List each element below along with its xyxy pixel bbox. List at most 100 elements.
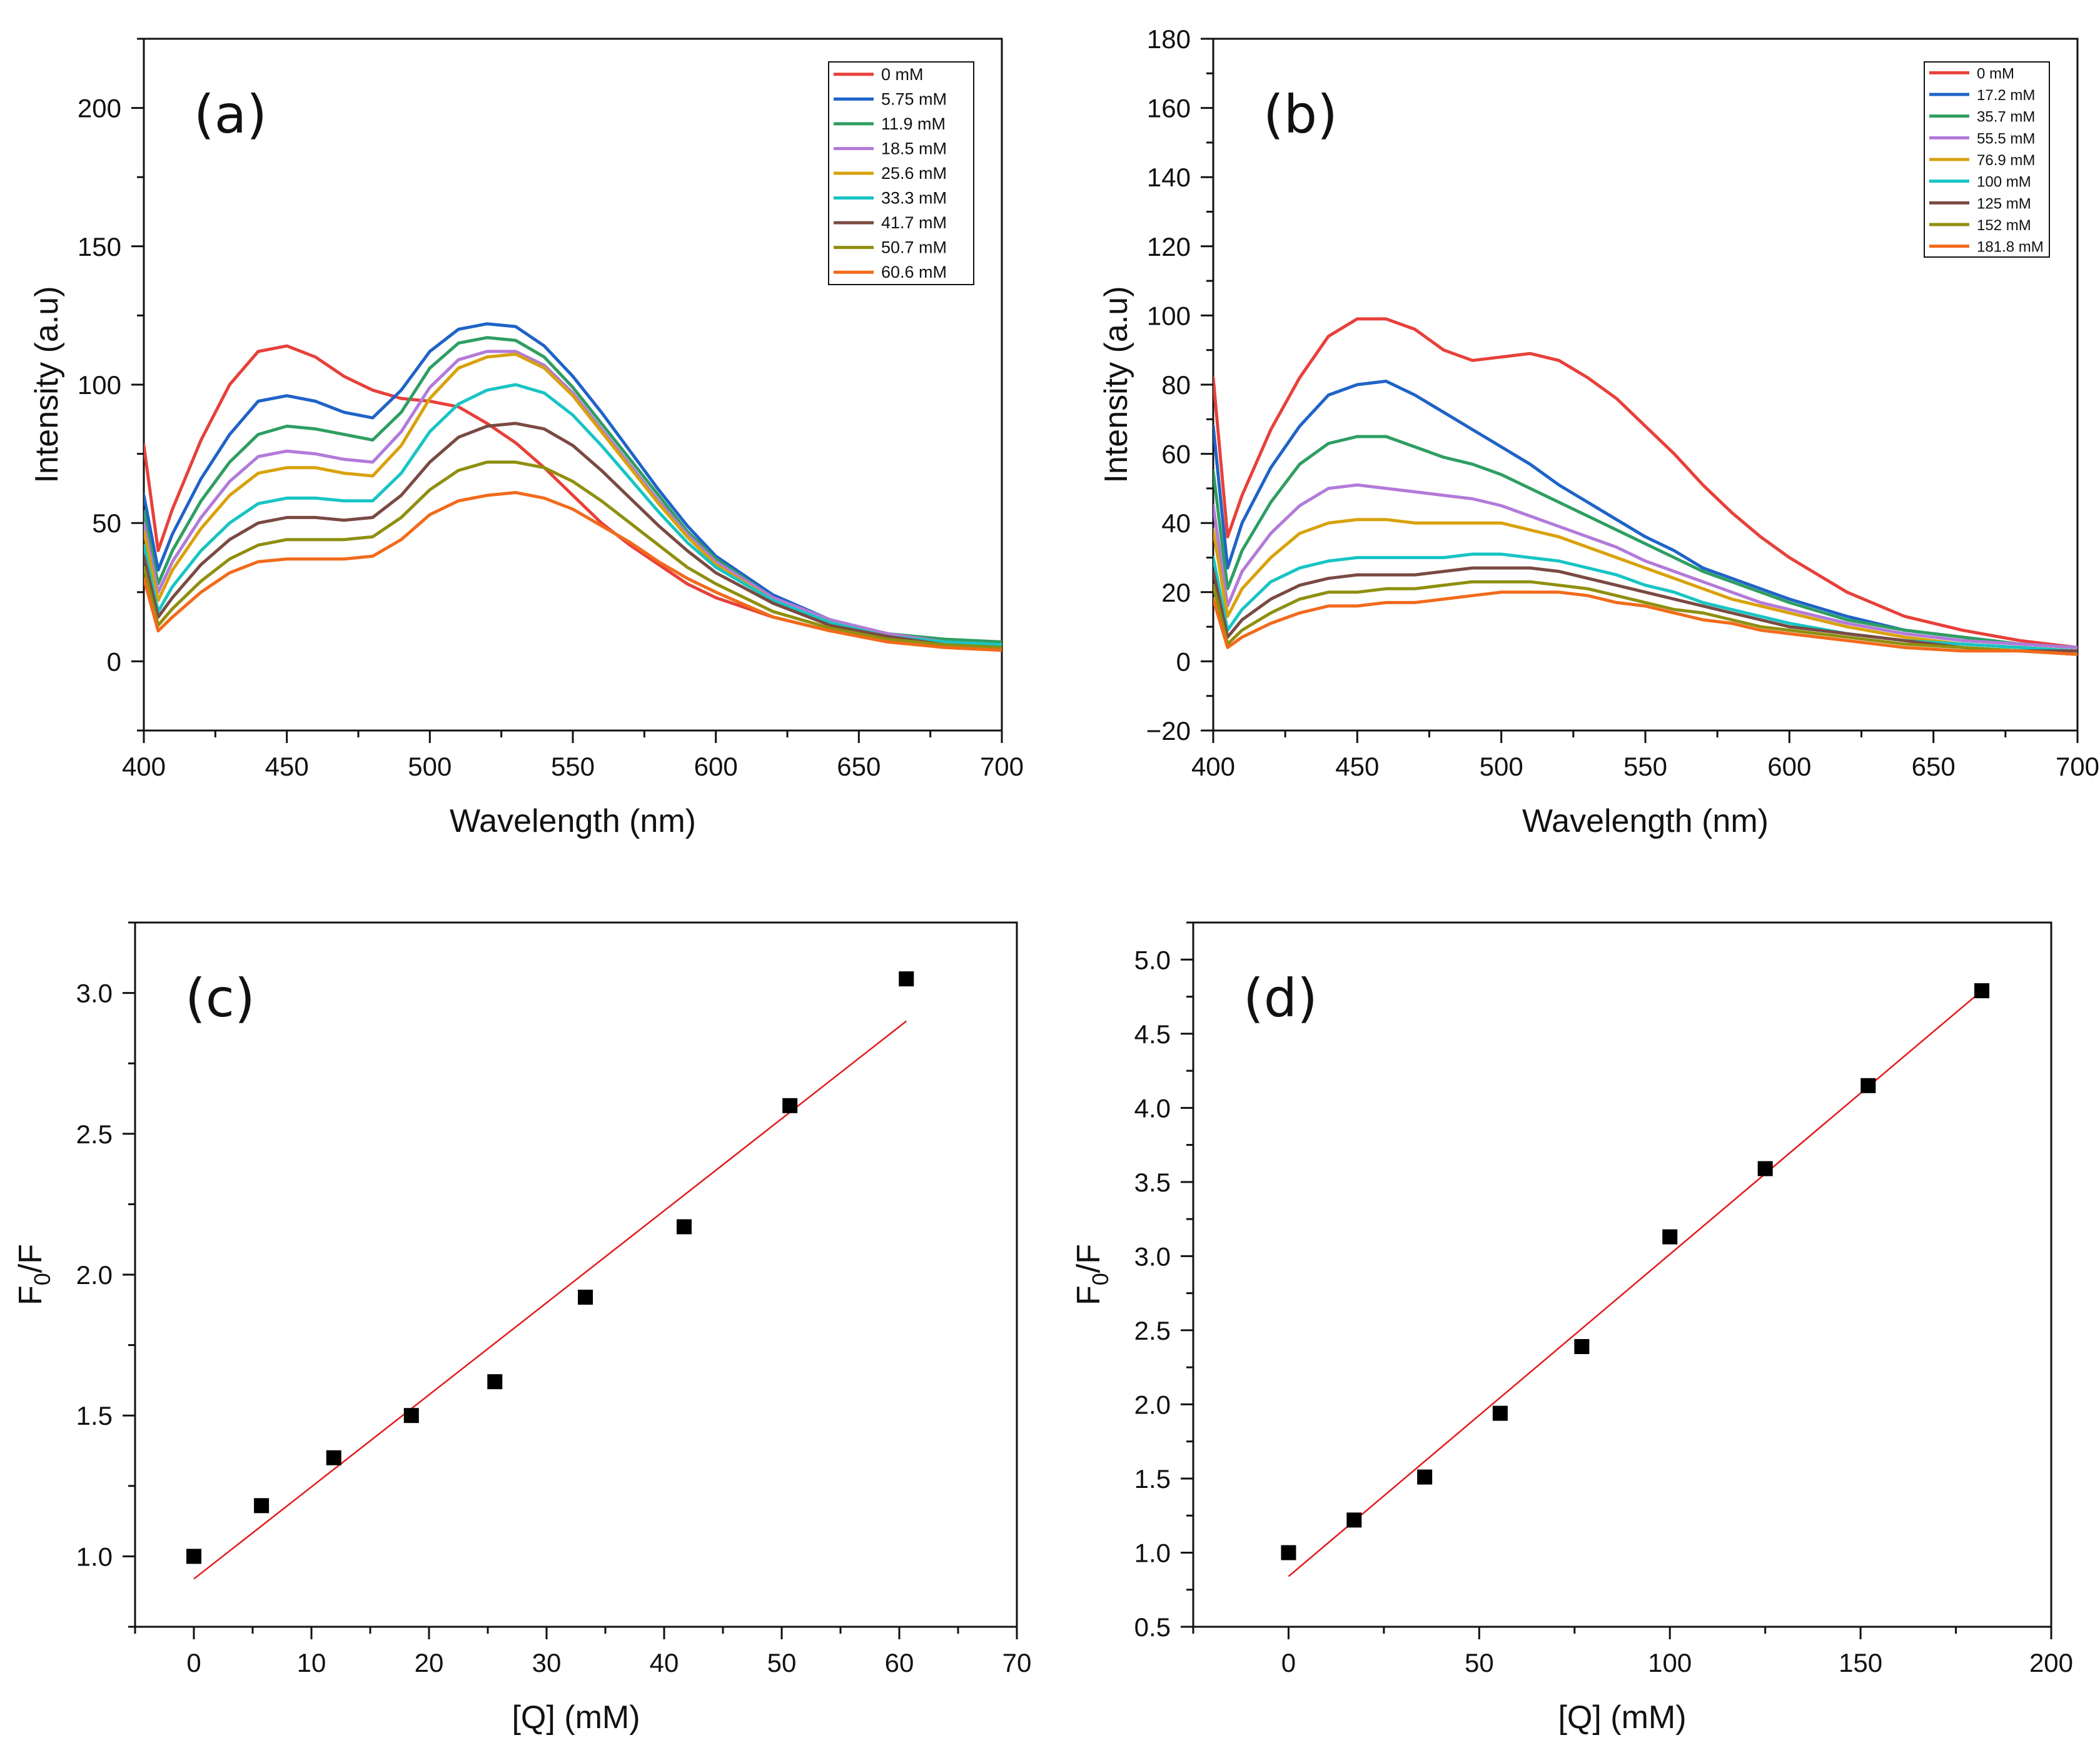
- data-layer: [1281, 983, 1990, 1577]
- series-line-181.8-mM: [1213, 590, 2077, 656]
- y-tick-label: 1.5: [76, 1401, 113, 1430]
- legend-label: 0 mM: [1977, 65, 2014, 82]
- y-axis-title-subscript: 0: [1088, 1273, 1113, 1285]
- plot-frame: [1192, 921, 2052, 1628]
- data-point: [186, 1549, 201, 1564]
- y-tick-label: 3.5: [1134, 1168, 1171, 1197]
- series-line-152-mM: [1213, 580, 2077, 656]
- data-layer: [186, 971, 914, 1580]
- x-tick-label: 450: [1335, 752, 1379, 781]
- data-point: [326, 1450, 341, 1465]
- legend-label: 18.5 mM: [881, 139, 947, 158]
- x-tick-label: 0: [1281, 1648, 1296, 1677]
- x-tick-label: 400: [122, 752, 166, 781]
- series-line-0-mM: [144, 344, 1002, 649]
- data-point: [1757, 1161, 1773, 1176]
- y-tick-label: 0: [1176, 647, 1191, 676]
- legend-label: 152 mM: [1977, 217, 2031, 234]
- y-tick-label: 120: [1147, 232, 1191, 261]
- y-tick-label: 160: [1147, 94, 1191, 123]
- y-axis-title: F0/F: [1071, 1244, 1113, 1305]
- series-line-35.7-mM: [1213, 435, 2077, 649]
- y-tick-label: 0.5: [1134, 1612, 1171, 1642]
- series-line-17.2-mM: [1213, 380, 2077, 649]
- y-tick-label: 1.5: [1134, 1464, 1171, 1494]
- data-layer: [144, 322, 1002, 652]
- x-tick-label: 30: [532, 1648, 562, 1677]
- data-point: [254, 1498, 270, 1514]
- legend-label: 55.5 mM: [1977, 130, 2035, 147]
- y-axis-title-subscript: 0: [29, 1273, 55, 1285]
- y-tick-label: 80: [1161, 370, 1191, 400]
- legend-label: 17.2 mM: [1977, 87, 2035, 104]
- x-tick-label: 20: [415, 1648, 444, 1677]
- x-tick-label: 60: [885, 1648, 914, 1677]
- x-axis-title: [Q] (mM): [512, 1699, 640, 1736]
- y-tick-label: 2.5: [1134, 1316, 1171, 1345]
- data-point: [403, 1408, 419, 1424]
- data-point: [1492, 1405, 1508, 1421]
- legend-label: 181.8 mM: [1977, 239, 2044, 256]
- x-axis-title: Wavelength (nm): [450, 803, 696, 839]
- legend-label: 60.6 mM: [881, 263, 947, 281]
- x-tick-label: 40: [650, 1648, 679, 1677]
- data-point: [782, 1098, 798, 1113]
- legend-label: 76.9 mM: [1977, 152, 2035, 169]
- legend-label: 33.3 mM: [881, 189, 947, 208]
- x-tick-label: 600: [694, 752, 738, 781]
- panel-label: (c): [185, 968, 255, 1029]
- data-point: [578, 1290, 593, 1305]
- y-tick-label: 2.0: [76, 1260, 113, 1290]
- y-tick-label: 20: [1161, 578, 1191, 607]
- fit-line: [193, 1020, 907, 1580]
- y-axis-title: Intensity (a.u): [29, 286, 65, 483]
- x-tick-label: 200: [2029, 1648, 2073, 1677]
- x-tick-label: 100: [1648, 1648, 1692, 1677]
- y-tick-label: 5.0: [1134, 945, 1171, 974]
- series-line-125-mM: [1213, 566, 2077, 653]
- x-tick-label: 550: [1623, 752, 1667, 781]
- x-tick-label: 150: [1839, 1648, 1882, 1677]
- series-line-41.7-mM: [144, 422, 1002, 649]
- y-axis-title-main: F: [1071, 1285, 1107, 1305]
- y-tick-label: 1.0: [76, 1542, 113, 1571]
- x-tick-label: 50: [1465, 1648, 1494, 1677]
- y-tick-label: 3.0: [1134, 1242, 1171, 1271]
- y-tick-label: 60: [1161, 440, 1191, 469]
- y-axis-title-rest: /F: [13, 1244, 49, 1273]
- y-tick-label: 50: [92, 508, 121, 538]
- y-tick-label: 200: [78, 94, 121, 123]
- legend-label: 0 mM: [881, 65, 924, 84]
- series-line-76.9-mM: [1213, 518, 2077, 653]
- legend-label: 5.75 mM: [881, 89, 947, 108]
- series-line-0-mM: [1213, 317, 2077, 649]
- series-line-50.7-mM: [144, 460, 1002, 649]
- legend-label: 35.7 mM: [1977, 109, 2035, 126]
- y-tick-label: 4.5: [1134, 1019, 1171, 1049]
- y-axis-title: F0/F: [13, 1244, 55, 1305]
- panel-label: (b): [1263, 84, 1338, 145]
- panel-label: (a): [194, 84, 267, 145]
- series-line-11.9-mM: [144, 336, 1002, 644]
- data-point: [1860, 1078, 1876, 1093]
- data-point: [676, 1219, 692, 1235]
- fit-line: [1288, 990, 1982, 1577]
- data-point: [1974, 983, 1990, 999]
- x-tick-label: 450: [265, 752, 309, 781]
- x-tick-label: 0: [186, 1648, 201, 1677]
- panel-c: 0 10 20 30 40 50 60 701.01.52.02.53.0[Q] (mM)F0…: [13, 921, 1031, 1736]
- series-line-18.5-mM: [144, 350, 1002, 647]
- y-tick-label: 2.0: [1134, 1390, 1171, 1419]
- y-tick-label: 40: [1161, 508, 1191, 538]
- series-line-5.75-mM: [144, 322, 1002, 647]
- panel-a: 400 450 500 550 600 650 700 0 50 100 150 200 Wavelen…: [29, 38, 1024, 839]
- x-axis-title: Wavelength (nm): [1522, 803, 1769, 839]
- x-tick-label: 650: [1912, 752, 1956, 781]
- y-tick-label: 3.0: [76, 979, 113, 1008]
- y-tick-label: 140: [1147, 163, 1191, 192]
- data-point: [1346, 1512, 1362, 1528]
- legend-label: 50.7 mM: [881, 238, 947, 257]
- y-tick-label: 2.5: [76, 1120, 113, 1149]
- x-tick-label: 650: [837, 752, 881, 781]
- x-tick-label: 400: [1191, 752, 1235, 781]
